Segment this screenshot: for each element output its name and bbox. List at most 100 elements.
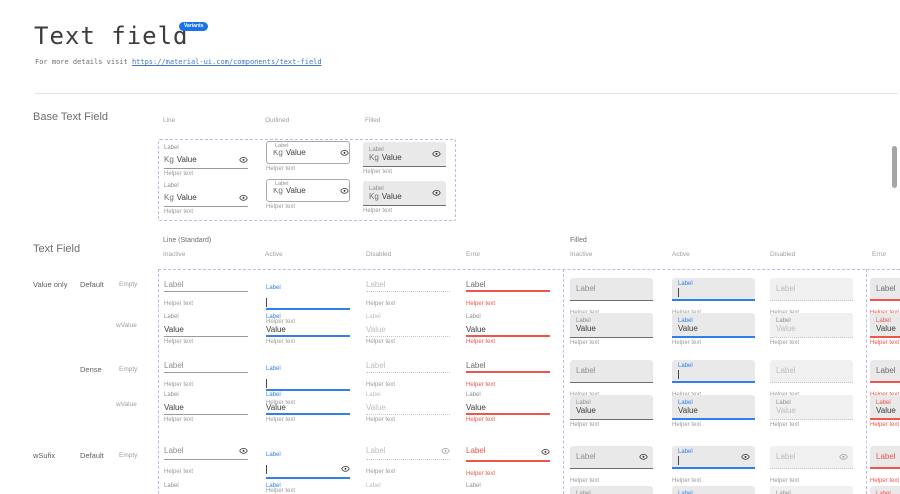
field-standard-disabled-row1[interactable]: Label Helper text (366, 276, 450, 310)
input-area[interactable]: Label (164, 443, 248, 460)
input-area[interactable]: Label (672, 278, 755, 301)
field-standard-active-row4[interactable]: Label Value Helper text (266, 390, 350, 423)
input-area[interactable]: Label (466, 276, 550, 292)
visibility-icon[interactable] (341, 465, 350, 474)
input-area[interactable]: Label (770, 360, 853, 383)
field-filled-disabled-row4[interactable]: Label Value Helper text (770, 395, 853, 428)
field-standard-inactive-row4[interactable]: Label Value Helper text (164, 390, 248, 423)
field-filled-error-row4[interactable]: Label Value Helper text (870, 395, 900, 428)
field-standard-error-row4[interactable]: Label Value Helper text (466, 390, 550, 423)
field-standard-error-row1[interactable]: Label Helper text (466, 276, 550, 310)
field-standard-active-row3[interactable]: Label Helper text (266, 357, 350, 409)
input-area[interactable]: Value (164, 490, 248, 494)
input-area[interactable] (266, 294, 350, 310)
input-area[interactable]: Kg Value (164, 152, 248, 169)
input-area[interactable]: Label (366, 443, 450, 460)
field-filled-disabled-row2[interactable]: Label Value Helper text (770, 313, 853, 346)
field-standard-disabled-row4[interactable]: Label Value Helper text (366, 390, 450, 423)
field-standard-active-row5[interactable]: Label Helper text (266, 443, 350, 494)
input-area[interactable]: Label Kg Value (266, 179, 350, 202)
field-filled-active-row4[interactable]: Label Value Helper text (672, 395, 755, 428)
field-filled-error-row5[interactable]: Label Helper text (870, 446, 900, 487)
input-area[interactable] (266, 461, 350, 479)
field-standard-active-row2[interactable]: Label Value Helper text (266, 312, 350, 345)
input-area[interactable]: Label Kg Value (363, 142, 446, 167)
input-area[interactable]: Kg Value (164, 190, 248, 207)
input-area[interactable]: Value (164, 399, 248, 415)
input-area[interactable]: Label Kg Value (266, 141, 350, 164)
input-area[interactable]: Label (164, 357, 248, 373)
field-standard-active-row1[interactable]: Label Helper text (266, 276, 350, 328)
visibility-icon[interactable] (340, 186, 349, 195)
field-filled-error-row2[interactable]: Label Value Helper text (870, 313, 900, 346)
input-area[interactable]: Label (466, 357, 550, 373)
vertical-scrollbar-thumb[interactable] (892, 146, 897, 188)
input-area[interactable]: Label (570, 278, 653, 301)
field-standard-error-row5[interactable]: Label Helper text (466, 443, 550, 480)
input-area[interactable]: Label (672, 446, 755, 469)
field-standard-disabled-row3[interactable]: Label Helper text (366, 357, 450, 391)
visibility-icon[interactable] (541, 447, 550, 456)
field-filled-inactive-row2[interactable]: Label Value Helper text (570, 313, 653, 346)
input-area[interactable]: Label (770, 278, 853, 301)
field-filled-active-row2[interactable]: Label Value Helper text (672, 313, 755, 346)
visibility-icon[interactable] (441, 447, 450, 456)
input-area[interactable]: Label (870, 360, 900, 383)
input-area[interactable]: Label (164, 276, 248, 292)
input-area[interactable]: Value (266, 490, 350, 494)
field-filled-disabled-row5[interactable]: Label Helper text (770, 446, 853, 487)
visibility-icon[interactable] (239, 156, 248, 165)
input-area[interactable]: Value (266, 399, 350, 415)
input-area[interactable]: Label (570, 360, 653, 383)
docs-link[interactable]: https://material-ui.com/components/text-… (131, 58, 322, 66)
input-area[interactable]: Value (466, 490, 550, 494)
input-area[interactable]: Label (466, 443, 550, 462)
field-standard-inactive-row1[interactable]: Label Helper text (164, 276, 248, 310)
visibility-icon[interactable] (432, 150, 441, 159)
base-outlined-field-2[interactable]: Label Kg Value Helper text (266, 175, 350, 210)
field-standard-error-row2[interactable]: Label Value Helper text (466, 312, 550, 345)
field-filled-inactive-row4[interactable]: Label Value Helper text (570, 395, 653, 428)
visibility-icon[interactable] (239, 194, 248, 203)
input-area[interactable]: Value (266, 321, 350, 337)
visibility-icon[interactable] (839, 453, 848, 462)
input-area[interactable] (266, 375, 350, 391)
visibility-icon[interactable] (741, 452, 750, 461)
input-area[interactable]: Value (366, 321, 450, 337)
field-filled-active-row5[interactable]: Label Helper text (672, 446, 755, 487)
input-area[interactable]: Value (466, 399, 550, 415)
input-area[interactable]: Label (366, 276, 450, 292)
base-filled-field-2[interactable]: Label Kg Value Helper text (363, 181, 446, 214)
input-area[interactable]: Label (870, 278, 900, 301)
field-standard-inactive-row2[interactable]: Label Value Helper text (164, 312, 248, 345)
base-std-field-1[interactable]: Label Kg Value Helper text (164, 143, 248, 177)
field-standard-disabled-row2[interactable]: Label Value Helper text (366, 312, 450, 345)
input-area[interactable]: Label (570, 446, 653, 469)
input-area[interactable]: Value (366, 399, 450, 415)
base-outlined-field-1[interactable]: Label Kg Value Helper text (266, 137, 350, 172)
input-area[interactable]: Value (366, 490, 450, 494)
field-standard-error-row3[interactable]: Label Helper text (466, 357, 550, 391)
field-standard-inactive-row3[interactable]: Label Helper text (164, 357, 248, 391)
visibility-icon[interactable] (239, 447, 248, 456)
visibility-icon[interactable] (432, 189, 441, 198)
input-area[interactable]: Label (770, 446, 853, 469)
input-area[interactable]: Label (870, 446, 900, 469)
input-area[interactable]: Label (366, 357, 450, 373)
